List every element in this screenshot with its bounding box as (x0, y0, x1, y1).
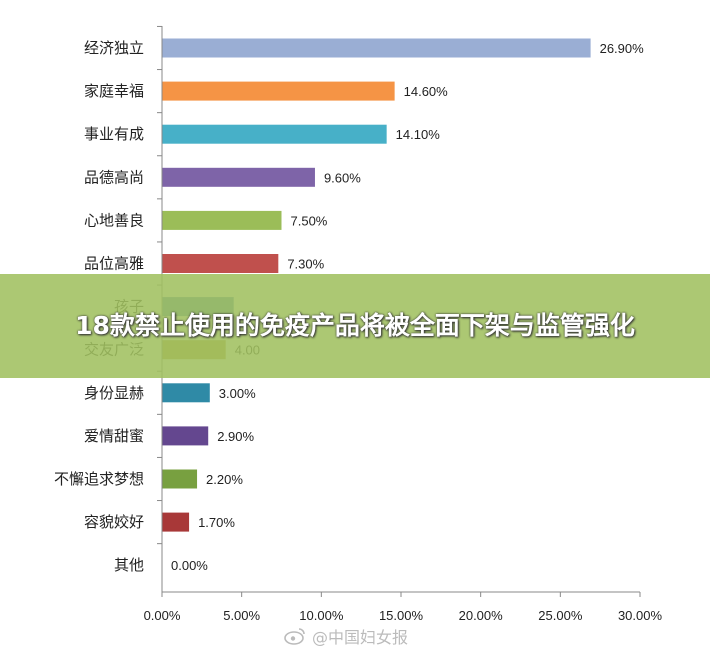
bar-2 (162, 81, 395, 101)
x-tick-label: 25.00% (538, 608, 583, 623)
banner-title: 18款禁止使用的免疫产品将被全面下架与监管强化 (75, 311, 635, 340)
data-label: 1.70% (198, 515, 235, 530)
data-label: 7.50% (291, 213, 328, 228)
bar-9 (162, 383, 210, 403)
category-label: 不懈追求梦想 (54, 470, 144, 488)
x-tick-label: 30.00% (618, 608, 663, 623)
weibo-icon (284, 627, 306, 645)
category-label: 品位高雅 (84, 255, 144, 273)
bar-6 (162, 254, 279, 273)
data-label: 7.30% (287, 257, 324, 272)
category-label: 爱情甜蜜 (84, 427, 144, 445)
bar-12 (162, 512, 190, 532)
data-label: 9.60% (324, 170, 361, 185)
data-label: 14.10% (396, 127, 441, 142)
bar-4 (162, 167, 315, 187)
bar-1 (162, 38, 591, 58)
bar-3 (162, 124, 387, 144)
x-tick-label: 5.00% (223, 608, 260, 623)
data-label: 14.60% (404, 84, 449, 99)
bar-10 (162, 426, 209, 446)
bar-5 (162, 210, 282, 230)
x-tick-label: 10.00% (299, 608, 344, 623)
data-label: 0.00% (171, 558, 208, 573)
category-label: 经济独立 (84, 39, 144, 57)
category-label: 其他 (114, 556, 144, 574)
data-label: 26.90% (600, 41, 645, 56)
data-label: 2.90% (217, 429, 254, 444)
data-label: 2.20% (206, 472, 243, 487)
title-banner: 18款禁止使用的免疫产品将被全面下架与监管强化 (0, 274, 710, 378)
category-label: 家庭幸福 (84, 82, 144, 100)
category-label: 品德高尚 (84, 168, 144, 186)
category-label: 心地善良 (84, 211, 144, 229)
category-label: 容貌姣好 (84, 513, 144, 531)
bar-11 (162, 469, 198, 489)
x-tick-label: 15.00% (379, 608, 424, 623)
x-tick-label: 20.00% (459, 608, 504, 623)
watermark: @中国妇女报 (284, 624, 408, 648)
category-label: 身份显赫 (84, 384, 144, 402)
data-label: 3.00% (219, 386, 256, 401)
category-label: 事业有成 (84, 125, 144, 143)
watermark-text: @中国妇女报 (312, 628, 409, 647)
x-tick-label: 0.00% (144, 608, 181, 623)
